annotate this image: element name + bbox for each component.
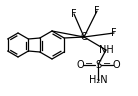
Text: O: O	[112, 60, 120, 70]
Text: F: F	[111, 28, 117, 38]
Text: =: =	[103, 60, 111, 70]
Text: F: F	[71, 9, 77, 19]
Text: C: C	[81, 32, 87, 42]
Text: NH: NH	[99, 45, 113, 55]
Text: O: O	[76, 60, 84, 70]
Text: S: S	[95, 60, 101, 70]
Text: H₂N: H₂N	[89, 75, 107, 85]
Text: F: F	[94, 6, 100, 16]
Text: =: =	[85, 60, 93, 70]
